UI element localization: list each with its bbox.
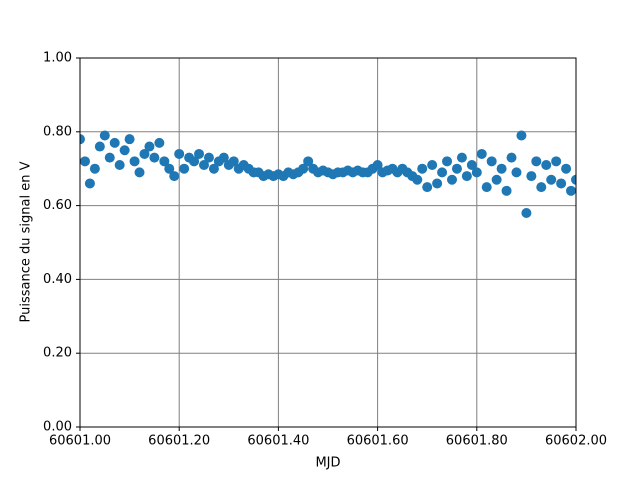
- point: [114, 160, 125, 171]
- y-tick-label: 0.80: [43, 124, 72, 139]
- point: [442, 156, 453, 167]
- point: [521, 207, 532, 218]
- point: [129, 156, 140, 167]
- y-tick-label: 0.20: [43, 346, 72, 361]
- point: [501, 185, 512, 196]
- point: [461, 171, 472, 182]
- point: [516, 130, 527, 141]
- point: [134, 167, 145, 178]
- grid: [79, 57, 577, 428]
- point: [561, 163, 572, 174]
- point: [486, 156, 497, 167]
- point: [144, 141, 155, 152]
- y-tick-label: 0.60: [43, 198, 72, 213]
- point: [456, 152, 467, 163]
- point: [476, 148, 487, 159]
- point: [417, 163, 428, 174]
- point: [109, 137, 120, 148]
- point: [506, 152, 517, 163]
- point: [412, 174, 423, 185]
- ticks: 60601.00 60601.20 60601.40 60601.60 60601.80…: [43, 51, 607, 449]
- point: [491, 174, 502, 185]
- point: [179, 163, 190, 174]
- x-tick-label: 60602.00: [545, 434, 607, 449]
- point: [208, 163, 219, 174]
- point: [149, 152, 160, 163]
- point: [124, 134, 135, 145]
- point: [372, 160, 383, 171]
- point: [228, 156, 239, 167]
- point: [432, 178, 443, 189]
- point: [536, 182, 547, 193]
- point: [154, 137, 165, 148]
- point: [466, 160, 477, 171]
- x-tick-label: 60601.00: [49, 434, 111, 449]
- point: [303, 156, 314, 167]
- axes-frame: [79, 57, 577, 428]
- x-tick-label: 60601.40: [247, 434, 309, 449]
- x-axis-label: MJD: [315, 456, 340, 471]
- point: [164, 163, 175, 174]
- point: [526, 171, 537, 182]
- point: [481, 182, 492, 193]
- point: [427, 160, 438, 171]
- point: [94, 141, 105, 152]
- point: [194, 148, 205, 159]
- y-tick-label: 0.40: [43, 272, 72, 287]
- point: [159, 156, 170, 167]
- point: [169, 171, 180, 182]
- point: [189, 156, 200, 167]
- point: [422, 182, 433, 193]
- point: [80, 156, 90, 167]
- point: [89, 163, 100, 174]
- point: [571, 174, 576, 185]
- point: [551, 156, 562, 167]
- point: [496, 163, 507, 174]
- point: [556, 178, 567, 189]
- point: [218, 152, 229, 163]
- point: [119, 145, 130, 156]
- x-tick-label: 60601.80: [446, 434, 508, 449]
- points: [80, 130, 576, 218]
- point: [139, 148, 150, 159]
- y-axis-label: Puissance du signal en V: [19, 161, 34, 322]
- point: [104, 152, 115, 163]
- point: [541, 160, 552, 171]
- point: [566, 185, 576, 196]
- point: [84, 178, 95, 189]
- point: [511, 167, 522, 178]
- point: [203, 152, 214, 163]
- point: [471, 167, 482, 178]
- point: [298, 163, 309, 174]
- point: [451, 163, 462, 174]
- point: [99, 130, 110, 141]
- y-tick-label: 0.00: [43, 420, 72, 435]
- point: [447, 174, 457, 185]
- x-tick-label: 60601.60: [347, 434, 409, 449]
- point: [174, 148, 185, 159]
- x-tick-label: 60601.20: [148, 434, 210, 449]
- point: [437, 167, 448, 178]
- point: [80, 134, 85, 145]
- point: [546, 174, 557, 185]
- point: [531, 156, 542, 167]
- y-tick-label: 1.00: [43, 51, 72, 66]
- point: [199, 160, 209, 171]
